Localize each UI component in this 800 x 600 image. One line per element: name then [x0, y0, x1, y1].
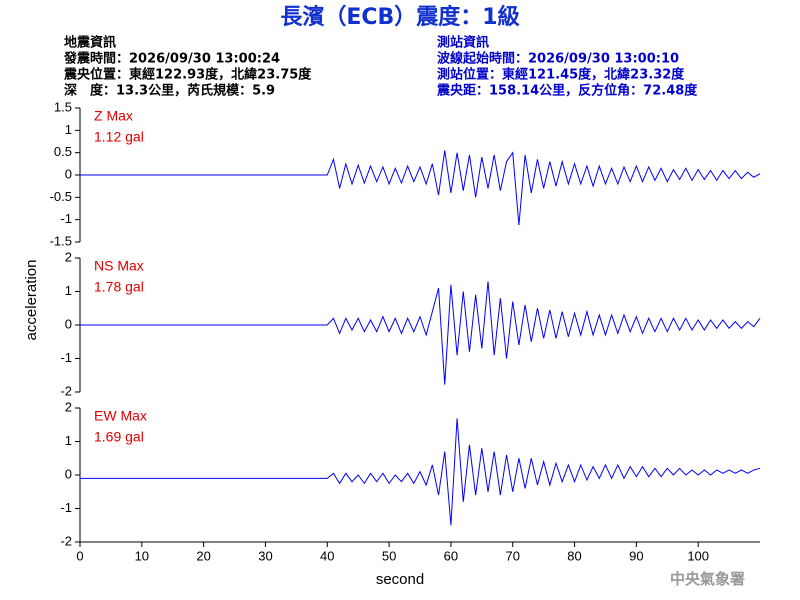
x-tick-label: 100	[687, 548, 709, 563]
info-line: 測站資訊	[437, 35, 489, 51]
y-tick-label: -0.5	[50, 189, 72, 204]
waveform	[80, 150, 761, 226]
y-tick-label: 2	[65, 399, 72, 414]
waveform	[80, 418, 761, 526]
info-line: 波線起始時間：2026/09/30 13:00:10	[437, 51, 679, 67]
y-tick-label: -1.5	[50, 233, 72, 248]
peak-label: 1.12 gal	[94, 129, 144, 145]
x-tick-label: 20	[196, 548, 210, 563]
peak-label: 1.78 gal	[94, 279, 144, 295]
x-tick-label: 40	[320, 548, 334, 563]
y-tick-label: 0	[65, 316, 72, 331]
y-tick-label: -1	[60, 211, 72, 226]
component-label: NS Max	[94, 258, 144, 274]
waveform	[80, 281, 761, 385]
y-tick-label: -2	[60, 533, 72, 548]
chart-title: 長濱（ECB）震度：1級	[280, 4, 519, 30]
x-tick-label: 0	[76, 548, 83, 563]
y-tick-label: 2	[65, 249, 72, 264]
info-line: 震央距：158.14公里，反方位角：72.48度	[436, 83, 698, 99]
y-tick-label: 1	[65, 433, 72, 448]
y-tick-label: 1	[65, 283, 72, 298]
info-line: 深 度：13.3公里，芮氏規模：5.9	[64, 83, 275, 99]
info-line: 測站位置：東經121.45度，北緯23.32度	[437, 67, 685, 83]
x-tick-label: 80	[567, 548, 581, 563]
component-label: EW Max	[94, 408, 147, 424]
info-line: 震央位置：東經122.93度，北緯23.75度	[63, 67, 312, 83]
x-tick-label: 10	[135, 548, 149, 563]
y-tick-label: 0	[65, 466, 72, 481]
info-line: 發震時間：2026/09/30 13:00:24	[63, 51, 280, 67]
event-info: 地震資訊 發震時間：2026/09/30 13:00:24 震央位置：東經122…	[63, 35, 312, 99]
station-info: 測站資訊 波線起始時間：2026/09/30 13:00:10 測站位置：東經1…	[436, 35, 698, 99]
peak-label: 1.69 gal	[94, 429, 144, 445]
y-tick-label: 0	[65, 166, 72, 181]
y-tick-label: 1	[65, 122, 72, 137]
x-tick-label: 30	[258, 548, 272, 563]
y-tick-label: 1.5	[54, 99, 72, 114]
x-tick-label: 90	[629, 548, 643, 563]
source: 中央氣象署	[670, 570, 745, 588]
y-tick-label: -2	[60, 383, 72, 398]
y-tick-label: -1	[60, 350, 72, 365]
x-tick-label: 70	[505, 548, 519, 563]
y-tick-label: -1	[60, 500, 72, 515]
x-tick-label: 50	[382, 548, 396, 563]
y-tick-label: 0.5	[54, 144, 72, 159]
y-axis-label: acceleration	[23, 260, 40, 341]
info-line: 地震資訊	[64, 35, 116, 51]
x-axis-label: second	[376, 571, 424, 588]
x-tick-label: 60	[444, 548, 458, 563]
component-label: Z Max	[94, 108, 133, 124]
